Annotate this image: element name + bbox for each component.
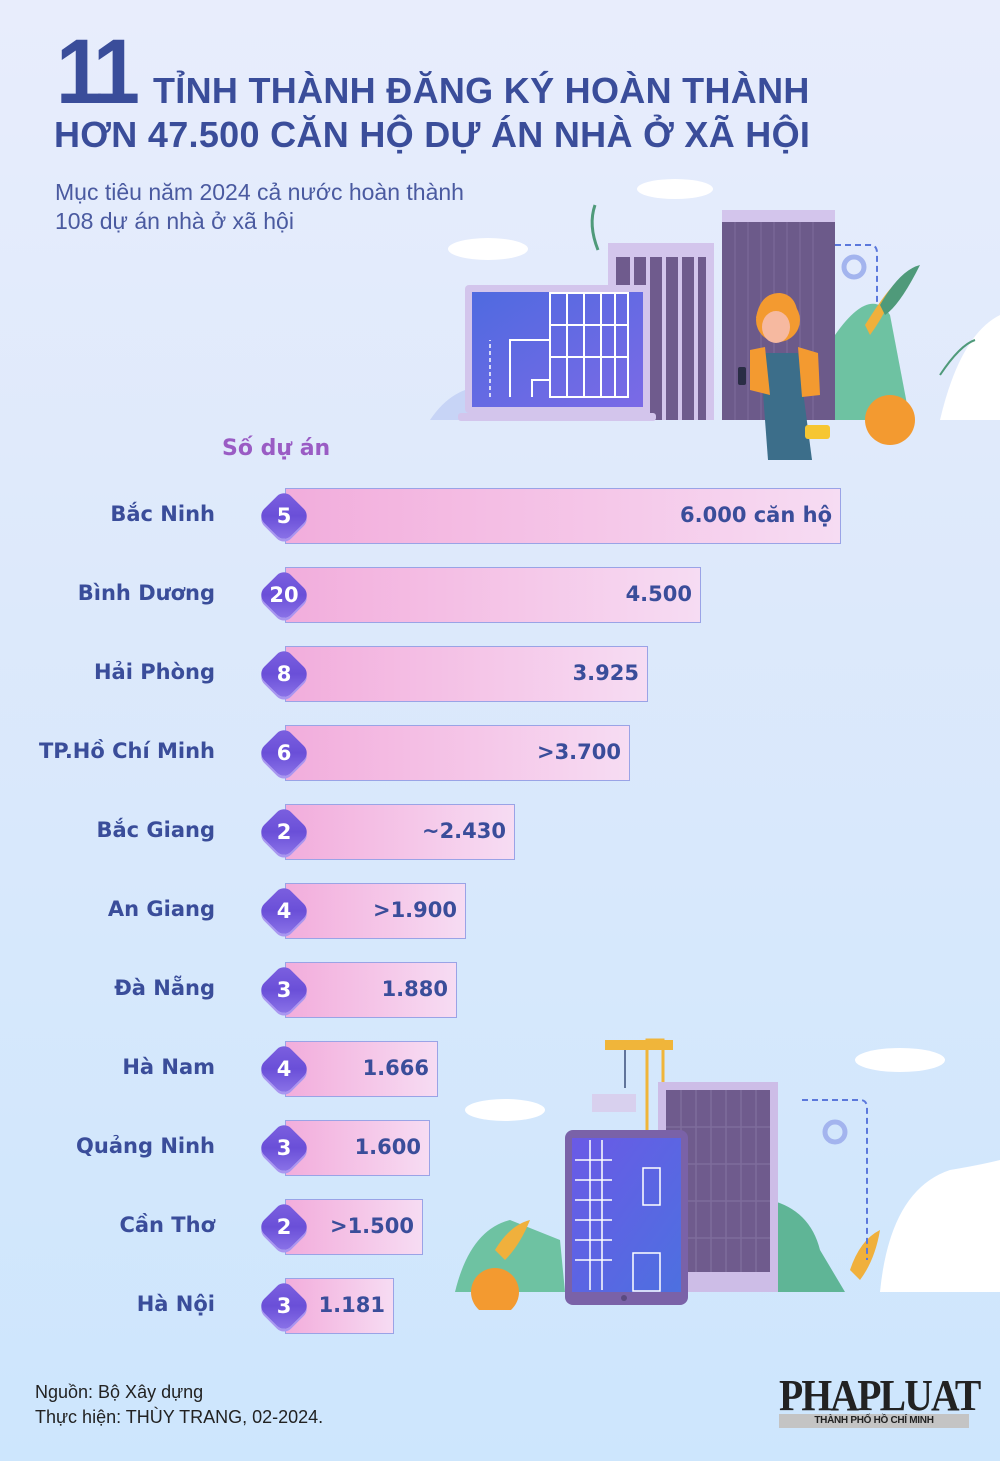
title-line-1: TỈNH THÀNH ĐĂNG KÝ HOÀN THÀNH [153, 70, 810, 111]
bar-units: >3.700 [285, 725, 630, 781]
projects-badge: 3 [256, 1120, 312, 1176]
logo-tagline: THÀNH PHỐ HỒ CHÍ MINH [779, 1414, 969, 1428]
bar-units: 1.666 [285, 1041, 438, 1097]
bar-units: ~2.430 [285, 804, 515, 860]
projects-badge: 5 [256, 488, 312, 544]
projects-badge: 4 [256, 1041, 312, 1097]
units-value: 6.000 căn hộ [680, 503, 832, 527]
province-label: Quảng Ninh [76, 1134, 215, 1158]
phapluat-logo: PHAPLUAT THÀNH PHỐ HỒ CHÍ MINH [779, 1374, 981, 1430]
projects-count: 2 [276, 820, 292, 844]
projects-count: 5 [276, 504, 292, 528]
province-label: Cần Thơ [119, 1213, 215, 1237]
chart-row: Hải Phòng 3.925 8 [0, 646, 1000, 702]
province-label: Hà Nam [122, 1055, 215, 1079]
projects-count: 3 [276, 978, 292, 1002]
projects-count: 3 [276, 1136, 292, 1160]
projects-count: 8 [276, 662, 292, 686]
title-big-number: 11 [56, 21, 140, 123]
projects-badge: 3 [256, 1278, 312, 1334]
province-label: Hà Nội [136, 1292, 215, 1316]
units-value: >1.500 [329, 1214, 414, 1238]
bar-units: 1.600 [285, 1120, 430, 1176]
construction-worker-illustration [430, 179, 1000, 460]
subtitle: Mục tiêu năm 2024 cả nước hoàn thành 108… [55, 178, 575, 236]
chart-row: Cần Thơ >1.500 2 [0, 1199, 1000, 1255]
units-value: 1.666 [362, 1056, 429, 1080]
chart-row: Bắc Ninh 6.000 căn hộ 5 [0, 488, 1000, 544]
projects-count: 4 [276, 1057, 292, 1081]
bar-units: 6.000 căn hộ [285, 488, 841, 544]
projects-count: 4 [276, 899, 292, 923]
projects-count: 2 [276, 1215, 292, 1239]
province-label: Bắc Giang [96, 818, 215, 842]
projects-badge: 2 [256, 804, 312, 860]
subtitle-line-1: Mục tiêu năm 2024 cả nước hoàn thành [55, 179, 464, 205]
units-value: ~2.430 [421, 819, 506, 843]
projects-badge: 4 [256, 883, 312, 939]
projects-badge: 2 [256, 1199, 312, 1255]
chart-row: Bình Dương 4.500 20 [0, 567, 1000, 623]
units-value: 1.600 [354, 1135, 421, 1159]
province-label: Đà Nẵng [114, 976, 215, 1000]
chart-row: Hà Nội 1.181 3 [0, 1278, 1000, 1334]
projects-badge: 8 [256, 646, 312, 702]
units-value: 4.500 [625, 582, 692, 606]
title-line-2: HƠN 47.500 CĂN HỘ DỰ ÁN NHÀ Ở XÃ HỘI [54, 114, 811, 155]
crane-building-illustration [455, 1038, 1000, 1310]
province-label: TP.Hồ Chí Minh [38, 739, 215, 763]
chart-row: Quảng Ninh 1.600 3 [0, 1120, 1000, 1176]
units-value: 1.880 [381, 977, 448, 1001]
units-value: 1.181 [318, 1293, 385, 1317]
footer-credits: Nguồn: Bộ Xây dựng Thực hiện: THÙY TRANG… [35, 1380, 323, 1430]
chart-row: TP.Hồ Chí Minh >3.700 6 [0, 725, 1000, 781]
units-value: >3.700 [536, 740, 621, 764]
bar-units: >1.500 [285, 1199, 423, 1255]
province-label: Bình Dương [77, 581, 215, 605]
province-label: Hải Phòng [93, 660, 215, 684]
chart-row: Đà Nẵng 1.880 3 [0, 962, 1000, 1018]
bar-units: 1.880 [285, 962, 457, 1018]
column-header-projects: Số dự án [222, 436, 331, 461]
units-value: 3.925 [572, 661, 639, 685]
province-label: An Giang [107, 897, 215, 921]
source-text: Nguồn: Bộ Xây dựng [35, 1382, 204, 1402]
bar-units: 3.925 [285, 646, 648, 702]
projects-badge: 3 [256, 962, 312, 1018]
chart-row: Hà Nam 1.666 4 [0, 1041, 1000, 1097]
credit-text: Thực hiện: THÙY TRANG, 02-2024. [35, 1407, 324, 1427]
projects-badge: 20 [256, 567, 312, 623]
province-label: Bắc Ninh [110, 502, 215, 526]
projects-badge: 6 [256, 725, 312, 781]
projects-count: 3 [276, 1294, 292, 1318]
chart-row: Bắc Giang ~2.430 2 [0, 804, 1000, 860]
bar-units: >1.900 [285, 883, 466, 939]
logo-wordmark: PHAPLUAT [779, 1371, 981, 1420]
bar-units: 4.500 [285, 567, 701, 623]
projects-count: 6 [276, 741, 292, 765]
units-value: >1.900 [372, 898, 457, 922]
projects-count: 20 [269, 583, 299, 607]
chart-row: An Giang >1.900 4 [0, 883, 1000, 939]
subtitle-line-2: 108 dự án nhà ở xã hội [55, 208, 294, 234]
